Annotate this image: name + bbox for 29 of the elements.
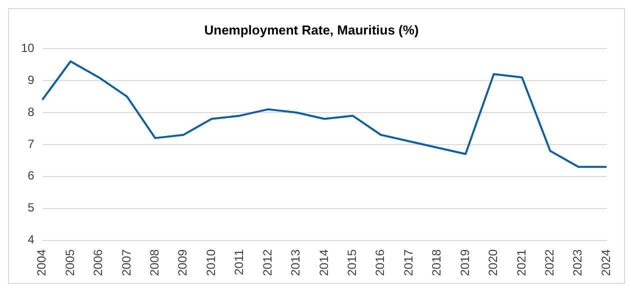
x-tick-label: 2023 [570,248,585,276]
chart-title: Unemployment Rate, Mauritius (%) [204,22,419,38]
x-tick-label: 2022 [542,248,556,276]
x-tick-label: 2015 [345,248,359,276]
x-tick-label: 2014 [316,248,331,276]
y-tick-label: 6 [28,168,35,183]
x-tick-label: 2016 [373,248,388,276]
x-tick-label: 2004 [34,248,49,276]
x-tick-label: 2008 [148,248,162,276]
x-tick-label: 2013 [288,248,303,276]
x-tick-label: 2007 [119,248,134,276]
x-tick-label: 2017 [401,248,416,276]
x-tick-label: 2018 [430,248,444,276]
x-tick-label: 2005 [62,248,77,276]
y-tick-label: 8 [28,104,35,119]
y-tick-label: 4 [28,232,35,247]
x-tick-label: 2010 [204,248,218,276]
y-tick-label: 7 [28,136,35,151]
x-tick-label: 2006 [91,248,106,276]
y-tick-label: 5 [28,200,35,215]
y-tick-label: 10 [20,40,35,55]
x-tick-label: 2024 [598,248,613,276]
x-tick-label: 2012 [260,248,274,276]
x-tick-label: 2021 [514,248,528,276]
x-tick-label: 2019 [458,248,472,276]
y-tick-label: 9 [28,72,35,87]
x-tick-label: 2020 [486,248,500,276]
x-tick-label: 2009 [176,248,190,276]
x-tick-label: 2011 [232,248,246,276]
